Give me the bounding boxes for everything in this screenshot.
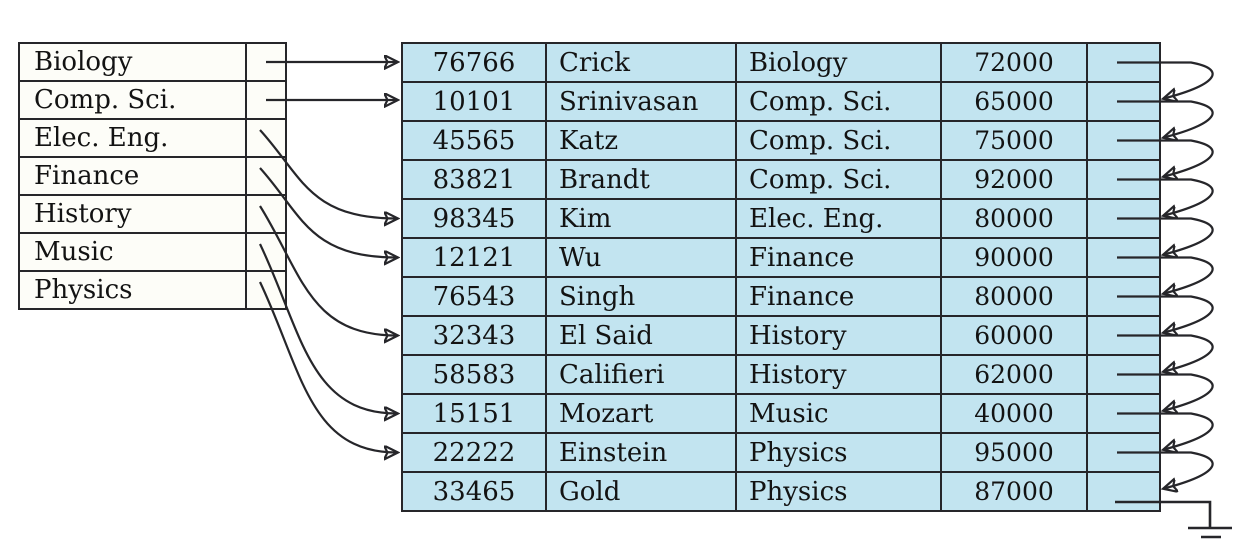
record-next-pointer-cell [1086, 432, 1161, 473]
record-name-cell: Katz [545, 120, 737, 161]
record-name-cell: Singh [545, 276, 737, 317]
records-table-body: 76766 Crick Biology 72000 10101 Srinivasan Com… [401, 42, 1161, 512]
record-row: 83821 Brandt Comp. Sci. 92000 [401, 159, 1161, 200]
record-salary-cell: 62000 [940, 354, 1088, 395]
index-table: Biology Comp. Sci. Elec. Eng. Finance Histor… [18, 42, 287, 310]
record-dept-cell: Elec. Eng. [735, 198, 942, 239]
record-next-pointer-cell [1086, 81, 1161, 122]
record-dept-cell: History [735, 315, 942, 356]
record-name-cell: Califieri [545, 354, 737, 395]
record-next-pointer-cell [1086, 315, 1161, 356]
record-id-cell: 33465 [401, 471, 547, 512]
record-row: 76766 Crick Biology 72000 [401, 42, 1161, 83]
record-row: 76543 Singh Finance 80000 [401, 276, 1161, 317]
record-salary-cell: 75000 [940, 120, 1088, 161]
record-id-cell: 15151 [401, 393, 547, 434]
index-entry-row: Comp. Sci. [18, 80, 287, 120]
record-dept-cell: Physics [735, 471, 942, 512]
index-pointer-cell [245, 270, 287, 310]
index-key-cell: Music [18, 232, 247, 272]
index-entry-row: Finance [18, 156, 287, 196]
record-dept-cell: Music [735, 393, 942, 434]
index-key-cell: Biology [18, 42, 247, 82]
index-key-cell: Comp. Sci. [18, 80, 247, 120]
index-key-cell: Finance [18, 156, 247, 196]
record-name-cell: Srinivasan [545, 81, 737, 122]
record-row: 15151 Mozart Music 40000 [401, 393, 1161, 434]
record-dept-cell: Comp. Sci. [735, 120, 942, 161]
record-id-cell: 58583 [401, 354, 547, 395]
record-salary-cell: 90000 [940, 237, 1088, 278]
record-salary-cell: 80000 [940, 198, 1088, 239]
record-row: 22222 Einstein Physics 95000 [401, 432, 1161, 473]
record-id-cell: 12121 [401, 237, 547, 278]
record-id-cell: 32343 [401, 315, 547, 356]
record-salary-cell: 72000 [940, 42, 1088, 83]
record-dept-cell: Physics [735, 432, 942, 473]
record-row: 32343 El Said History 60000 [401, 315, 1161, 356]
index-entry-row: Biology [18, 42, 287, 82]
record-next-pointer-cell [1086, 393, 1161, 434]
record-name-cell: Gold [545, 471, 737, 512]
index-key-cell: Elec. Eng. [18, 118, 247, 158]
record-salary-cell: 60000 [940, 315, 1088, 356]
record-salary-cell: 65000 [940, 81, 1088, 122]
index-pointer-cell [245, 194, 287, 234]
record-next-pointer-cell [1086, 120, 1161, 161]
record-name-cell: El Said [545, 315, 737, 356]
index-pointer-cell [245, 156, 287, 196]
record-name-cell: Einstein [545, 432, 737, 473]
record-next-pointer-cell [1086, 276, 1161, 317]
index-entry-row: Elec. Eng. [18, 118, 287, 158]
record-dept-cell: Finance [735, 237, 942, 278]
record-id-cell: 22222 [401, 432, 547, 473]
record-name-cell: Wu [545, 237, 737, 278]
record-dept-cell: Finance [735, 276, 942, 317]
record-row: 98345 Kim Elec. Eng. 80000 [401, 198, 1161, 239]
index-key-cell: Physics [18, 270, 247, 310]
record-row: 12121 Wu Finance 90000 [401, 237, 1161, 278]
record-id-cell: 76766 [401, 42, 547, 83]
index-entry-row: Physics [18, 270, 287, 310]
record-salary-cell: 92000 [940, 159, 1088, 200]
record-dept-cell: Biology [735, 42, 942, 83]
record-name-cell: Mozart [545, 393, 737, 434]
record-row: 45565 Katz Comp. Sci. 75000 [401, 120, 1161, 161]
record-row: 58583 Califieri History 62000 [401, 354, 1161, 395]
record-next-pointer-cell [1086, 198, 1161, 239]
record-id-cell: 98345 [401, 198, 547, 239]
record-id-cell: 45565 [401, 120, 547, 161]
record-id-cell: 83821 [401, 159, 547, 200]
record-row: 10101 Srinivasan Comp. Sci. 65000 [401, 81, 1161, 122]
record-dept-cell: Comp. Sci. [735, 81, 942, 122]
record-salary-cell: 95000 [940, 432, 1088, 473]
index-pointer-cell [245, 42, 287, 82]
index-entry-row: Music [18, 232, 287, 272]
record-next-pointer-cell [1086, 354, 1161, 395]
record-salary-cell: 87000 [940, 471, 1088, 512]
record-next-pointer-cell [1086, 159, 1161, 200]
record-name-cell: Kim [545, 198, 737, 239]
instructor-records-table: 76766 Crick Biology 72000 10101 Srinivasan Com… [401, 42, 1161, 512]
record-name-cell: Crick [545, 42, 737, 83]
record-row: 33465 Gold Physics 87000 [401, 471, 1161, 512]
record-dept-cell: History [735, 354, 942, 395]
record-salary-cell: 80000 [940, 276, 1088, 317]
record-name-cell: Brandt [545, 159, 737, 200]
record-salary-cell: 40000 [940, 393, 1088, 434]
index-pointer-cell [245, 80, 287, 120]
index-pointer-cell [245, 118, 287, 158]
index-key-cell: History [18, 194, 247, 234]
record-next-pointer-cell [1086, 237, 1161, 278]
index-entry-row: History [18, 194, 287, 234]
record-id-cell: 10101 [401, 81, 547, 122]
index-pointer-cell [245, 232, 287, 272]
index-table-body: Biology Comp. Sci. Elec. Eng. Finance Histor… [18, 42, 287, 310]
record-id-cell: 76543 [401, 276, 547, 317]
record-next-pointer-cell [1086, 471, 1161, 512]
record-dept-cell: Comp. Sci. [735, 159, 942, 200]
record-next-pointer-cell [1086, 42, 1161, 83]
